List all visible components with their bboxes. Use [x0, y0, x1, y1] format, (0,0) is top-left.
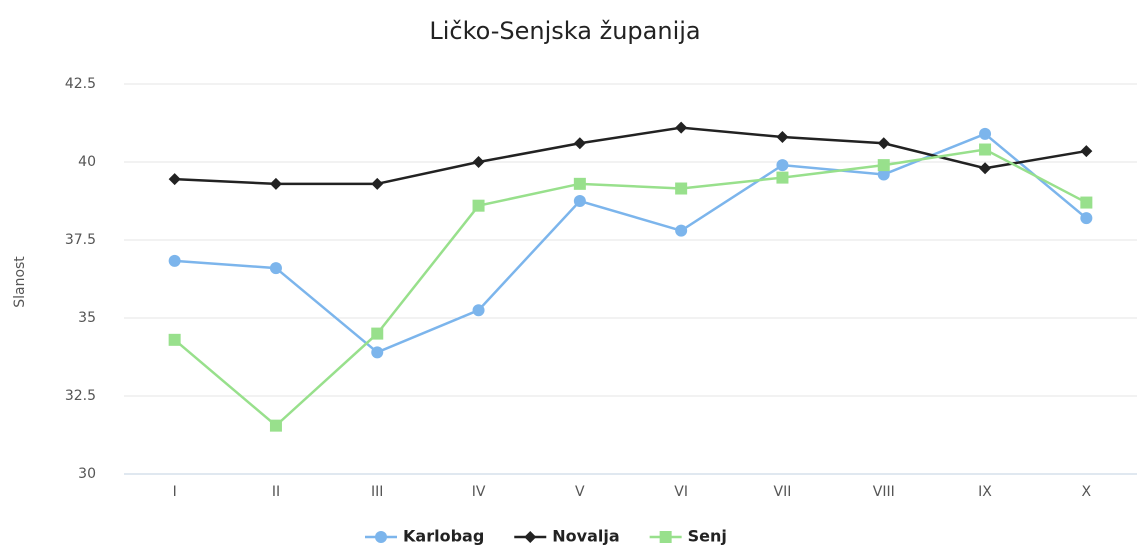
- x-tick-label: II: [272, 484, 280, 500]
- data-point: [675, 182, 688, 195]
- legend-item: Karlobag: [365, 527, 484, 546]
- data-point: [979, 143, 992, 156]
- legend-marker: [659, 531, 672, 543]
- data-point: [776, 159, 789, 172]
- x-tick-label: V: [575, 484, 585, 500]
- legend-label: Novalja: [552, 527, 619, 546]
- data-point: [877, 137, 890, 150]
- y-tick-label: 32.5: [65, 388, 96, 404]
- data-point: [269, 262, 282, 275]
- data-point: [675, 224, 688, 237]
- data-point: [472, 199, 485, 212]
- legend-label: Senj: [688, 527, 727, 546]
- data-point: [1080, 212, 1093, 225]
- data-point: [269, 177, 282, 190]
- data-point: [776, 131, 789, 144]
- y-tick-label: 35: [78, 310, 96, 326]
- chart-title: Ličko-Senjska županija: [429, 17, 700, 45]
- y-axis-label: Slanost: [12, 256, 28, 308]
- y-tick-label: 30: [78, 466, 96, 482]
- data-point: [573, 177, 586, 190]
- x-tick-label: X: [1082, 484, 1092, 500]
- data-point: [269, 419, 282, 432]
- data-point: [371, 327, 384, 340]
- series-line: [174, 132, 1088, 354]
- x-tick-label: IX: [978, 484, 992, 500]
- data-point: [877, 168, 890, 181]
- data-point: [675, 121, 688, 134]
- data-point: [979, 127, 992, 140]
- x-tick-label: VI: [674, 484, 688, 500]
- data-point: [472, 304, 485, 317]
- legend-item: Novalja: [514, 527, 620, 546]
- legend-marker: [524, 531, 537, 543]
- data-point: [168, 173, 181, 186]
- data-point: [371, 346, 384, 359]
- data-point: [573, 137, 586, 150]
- data-point: [168, 254, 181, 267]
- legend-item: Senj: [649, 527, 727, 546]
- x-tick-label: IV: [472, 484, 486, 500]
- legend-marker: [375, 531, 387, 543]
- legend-label: Karlobag: [403, 527, 484, 546]
- y-tick-label: 40: [78, 154, 96, 170]
- y-tick-label: 37.5: [65, 232, 96, 248]
- data-point: [1080, 196, 1093, 209]
- x-tick-label: VIII: [873, 484, 895, 500]
- series-line: [174, 126, 1087, 186]
- data-point: [776, 171, 789, 184]
- data-point: [472, 156, 485, 168]
- data-point: [979, 162, 992, 175]
- data-point: [1080, 145, 1093, 158]
- data-point: [371, 177, 384, 190]
- y-tick-label: 42.5: [65, 76, 96, 92]
- data-point: [168, 333, 181, 346]
- x-tick-label: III: [371, 484, 383, 500]
- data-point: [877, 159, 890, 172]
- series-line: [173, 148, 1087, 428]
- data-point: [573, 195, 586, 207]
- x-tick-label: I: [173, 484, 177, 500]
- x-tick-label: VII: [774, 484, 792, 500]
